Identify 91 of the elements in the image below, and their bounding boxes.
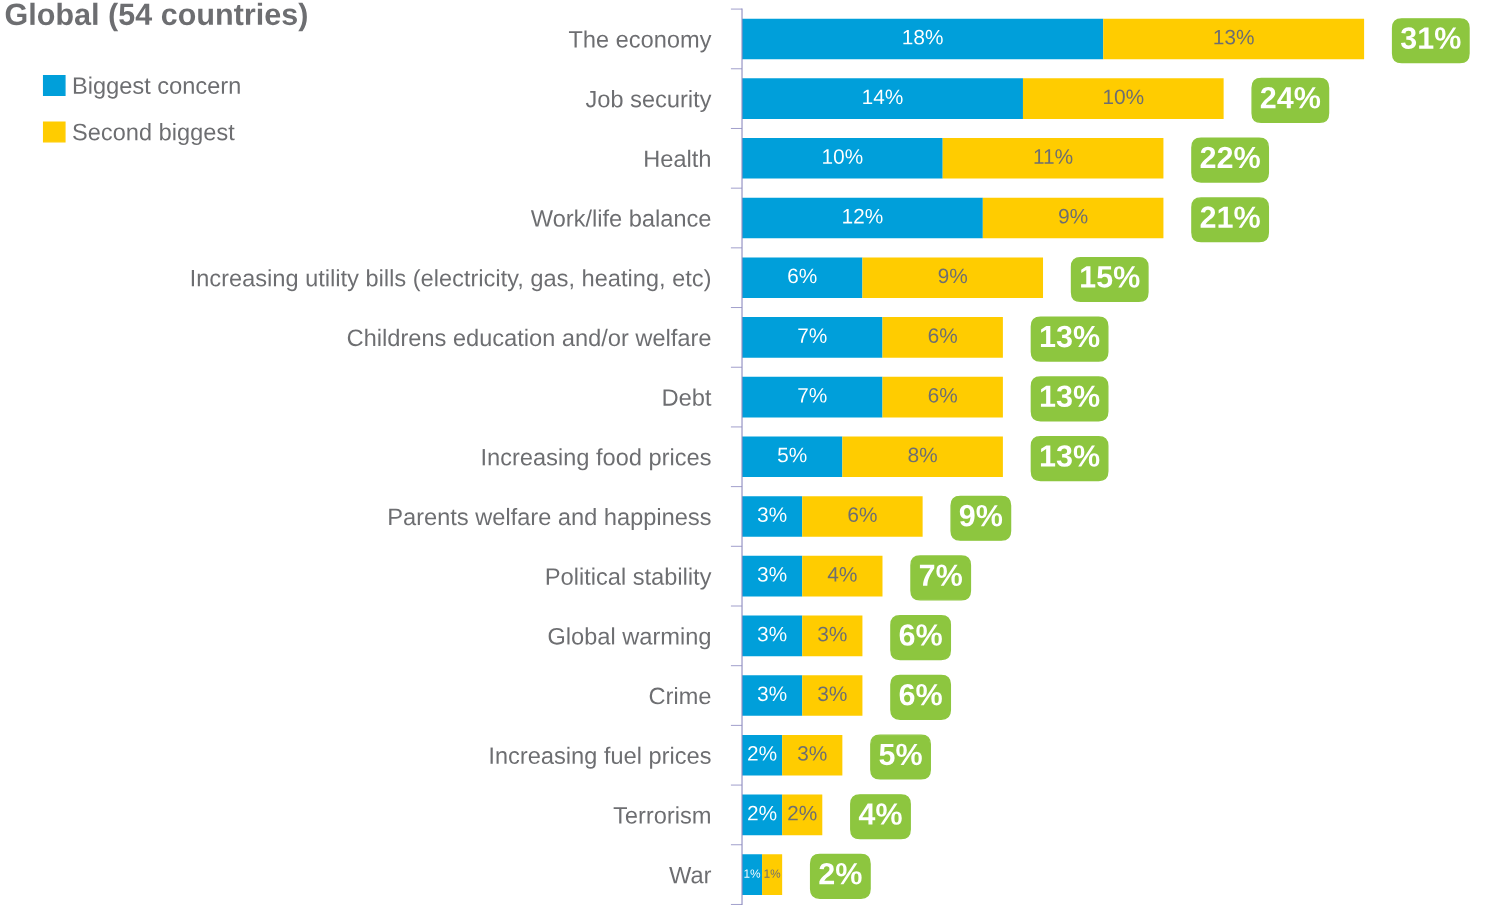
total-label: 22% — [1200, 146, 1260, 169]
data-label: 3% — [757, 566, 787, 582]
data-label: 6% — [928, 328, 958, 343]
bar — [742, 675, 803, 716]
data-label: 2% — [748, 805, 777, 821]
bar — [1103, 18, 1365, 60]
y-tick-label: Increasing utility bills (electricity, gas, heating, etc) — [191, 269, 711, 292]
bar — [742, 18, 1104, 60]
bar — [842, 436, 1003, 478]
data-label: 9% — [1059, 208, 1088, 224]
data-label: 10% — [823, 149, 863, 164]
total-label: 6% — [899, 624, 942, 646]
bar — [782, 794, 823, 836]
data-label: 8% — [908, 447, 937, 463]
bar — [742, 78, 1023, 119]
y-tick-label: Terrorism — [613, 806, 710, 824]
total-label: 13% — [1040, 325, 1100, 348]
data-label: 4% — [827, 567, 857, 582]
y-tick-label: Political stability — [546, 567, 712, 590]
text: Global (54 countries) — [5, 2, 307, 32]
bar — [742, 138, 943, 179]
data-label: 3% — [798, 746, 827, 761]
total-label: 13% — [1040, 385, 1100, 408]
y-tick-label: Debt — [663, 388, 712, 406]
bar — [882, 317, 1003, 358]
bar — [742, 257, 863, 298]
bar — [802, 555, 883, 597]
data-label: 1% — [764, 869, 781, 878]
data-label: 6% — [928, 387, 958, 403]
data-label: 1% — [744, 869, 761, 878]
y-tick-label: Increasing fuel prices — [490, 746, 711, 769]
bar — [942, 138, 1164, 179]
y-tick-label: War — [669, 866, 712, 884]
data-label: 6% — [788, 268, 817, 284]
total-label: 21% — [1200, 206, 1260, 228]
bar — [742, 436, 843, 478]
data-label: 3% — [757, 626, 787, 642]
bar — [742, 854, 763, 895]
data-label: 3% — [818, 686, 847, 702]
bar — [742, 317, 883, 358]
data-label: 9% — [938, 268, 968, 284]
legend-label: Biggest concern — [73, 76, 240, 99]
data-label: 14% — [863, 89, 903, 105]
total-label: 9% — [959, 504, 1003, 527]
data-label: 18% — [903, 29, 943, 45]
data-label: 5% — [777, 447, 807, 463]
bar — [742, 615, 803, 657]
y-tick-label: Increasing food prices — [482, 448, 711, 471]
total-label: 31% — [1400, 27, 1461, 49]
bar — [802, 615, 863, 657]
data-label: 11% — [1034, 149, 1073, 164]
y-tick-label: Childrens education and/or welfare — [347, 328, 711, 347]
bar — [742, 197, 983, 239]
data-label: 12% — [843, 208, 883, 224]
y-tick-label: Parents welfare and happiness — [389, 507, 711, 530]
legend-label: Second biggest — [73, 123, 235, 146]
bar — [742, 376, 883, 418]
y-tick-label: Health — [645, 149, 710, 168]
total-label: 5% — [879, 743, 922, 766]
y-tick-label: Job security — [585, 90, 712, 113]
data-label: 3% — [757, 507, 787, 523]
y-tick-label: Work/life balance — [530, 209, 711, 227]
total-label: 2% — [819, 862, 862, 885]
bar — [1022, 78, 1224, 119]
bar — [802, 496, 923, 537]
total-label: 13% — [1040, 445, 1100, 467]
data-label: 2% — [788, 805, 817, 821]
bar — [882, 376, 1003, 418]
total-label: 15% — [1081, 266, 1140, 288]
data-label: 13% — [1214, 29, 1254, 45]
bar — [802, 675, 863, 716]
total-label: 7% — [919, 564, 962, 587]
bar — [742, 496, 803, 537]
total-label: 6% — [899, 683, 942, 706]
y-tick-label: The economy — [568, 30, 712, 53]
data-label: 3% — [757, 686, 787, 702]
data-label: 6% — [848, 507, 877, 523]
bar — [762, 854, 783, 895]
bar — [782, 734, 843, 776]
y-tick-label: Crime — [649, 686, 711, 705]
data-label: 7% — [798, 388, 827, 403]
bar — [742, 555, 803, 597]
data-label: 3% — [818, 626, 847, 642]
data-label: 2% — [748, 746, 777, 761]
bar — [862, 257, 1044, 298]
bar — [982, 197, 1164, 239]
y-tick-label: Global warming — [548, 627, 710, 650]
total-label: 24% — [1260, 86, 1321, 109]
data-label: 10% — [1104, 89, 1144, 105]
data-label: 7% — [798, 328, 827, 343]
total-label: 4% — [858, 803, 902, 825]
